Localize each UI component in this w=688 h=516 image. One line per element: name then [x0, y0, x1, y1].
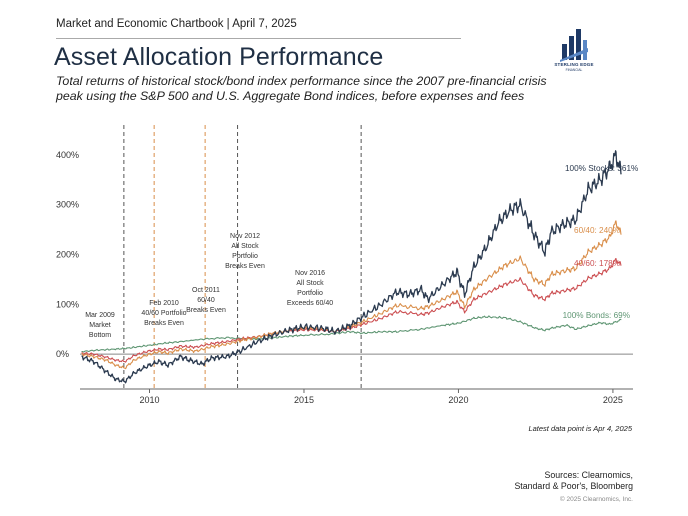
y-tick-label: 200% — [56, 250, 79, 260]
event-annotation: Breaks Even — [186, 307, 226, 314]
end-label-s4060: 40/60: 178% — [574, 259, 620, 268]
event-annotation: Portfolio — [232, 253, 258, 260]
page-title: Asset Allocation Performance — [54, 43, 384, 71]
latest-data-note: Latest data point is Apr 4, 2025 — [528, 424, 632, 433]
event-annotation: Breaks Even — [225, 263, 265, 270]
copyright-note: © 2025 Clearnomics, Inc. — [559, 496, 633, 503]
series-line-stocks — [81, 150, 622, 384]
end-label-bonds: 100% Bonds: 69% — [563, 311, 630, 320]
event-annotation: Feb 2010 — [149, 300, 179, 307]
header-divider — [56, 38, 461, 39]
y-tick-label: 0% — [56, 349, 69, 359]
end-label-s6040: 60/40: 240% — [574, 226, 620, 235]
event-annotation: Bottom — [89, 332, 111, 339]
chart-subtitle: Total returns of historical stock/bond i… — [56, 74, 547, 103]
series-line-s6040 — [81, 220, 622, 370]
sterling-edge-logo: STERLING EDGE FINANCIAL — [554, 26, 593, 74]
event-annotation: All Stock — [296, 280, 324, 287]
event-annotation: Market — [89, 322, 110, 329]
x-tick-label: 2020 — [448, 395, 468, 405]
end-label-stocks: 100% Stocks: 361% — [565, 164, 638, 173]
logo-bars-icon — [560, 29, 588, 62]
logo-name: STERLING EDGE — [554, 62, 594, 67]
event-annotation: All Stock — [231, 243, 259, 250]
y-tick-label: 300% — [56, 200, 79, 210]
event-annotation: Oct 2011 — [192, 287, 220, 294]
series-line-bonds — [81, 315, 622, 353]
event-annotation: Exceeds 60/40 — [287, 300, 333, 307]
event-annotation: Portfolio — [297, 290, 323, 297]
event-annotation: Mar 2009 — [85, 312, 115, 319]
x-tick-label: 2025 — [603, 395, 623, 405]
chartbook-header: Market and Economic Chartbook | April 7,… — [56, 18, 297, 30]
series-line-s4060 — [81, 258, 622, 363]
event-annotation: Nov 2016 — [295, 270, 325, 277]
y-tick-label: 100% — [56, 299, 79, 309]
x-tick-label: 2010 — [139, 395, 159, 405]
x-tick-label: 2015 — [294, 395, 314, 405]
event-annotation: Breaks Even — [144, 320, 184, 327]
event-annotation: 40/60 Portfolio — [141, 310, 186, 317]
sources-note: Sources: Clearnomics, Standard & Poor's,… — [514, 470, 633, 491]
y-tick-label: 400% — [56, 150, 79, 160]
event-annotation: Nov 2012 — [230, 233, 260, 240]
logo-subtitle: FINANCIAL — [565, 68, 583, 72]
event-annotation: 60/40 — [197, 297, 215, 304]
